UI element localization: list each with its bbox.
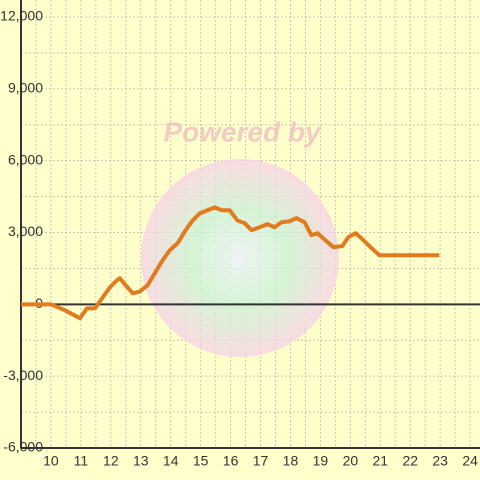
x-tick-label: 23 <box>432 453 448 469</box>
x-tick-label: 19 <box>313 453 329 469</box>
x-tick-label: 22 <box>402 453 418 469</box>
watermark-logo <box>141 159 339 357</box>
x-tick-label: 12 <box>103 453 119 469</box>
x-tick-label: 14 <box>163 453 179 469</box>
y-tick-label: 6,000 <box>8 151 43 167</box>
data-line <box>21 205 440 321</box>
y-tick-label: 12,000 <box>0 8 43 24</box>
x-tick-label: 24 <box>462 453 478 469</box>
y-tick-label: 3,000 <box>8 223 43 239</box>
x-tick-label: 10 <box>43 453 59 469</box>
x-tick-label: 16 <box>223 453 239 469</box>
watermark-text: Powered by <box>163 116 322 147</box>
x-tick-label: 17 <box>253 453 269 469</box>
y-tick-label: 9,000 <box>8 80 43 96</box>
x-tick-label: 13 <box>133 453 149 469</box>
x-tick-label: 11 <box>74 453 89 469</box>
y-tick-label: -6,000 <box>3 439 43 455</box>
x-tick-label: 15 <box>193 453 209 469</box>
y-tick-label: -3,000 <box>3 367 43 383</box>
x-tick-label: 20 <box>343 453 359 469</box>
x-tick-label: 18 <box>283 453 299 469</box>
x-tick-label: 21 <box>373 453 389 469</box>
